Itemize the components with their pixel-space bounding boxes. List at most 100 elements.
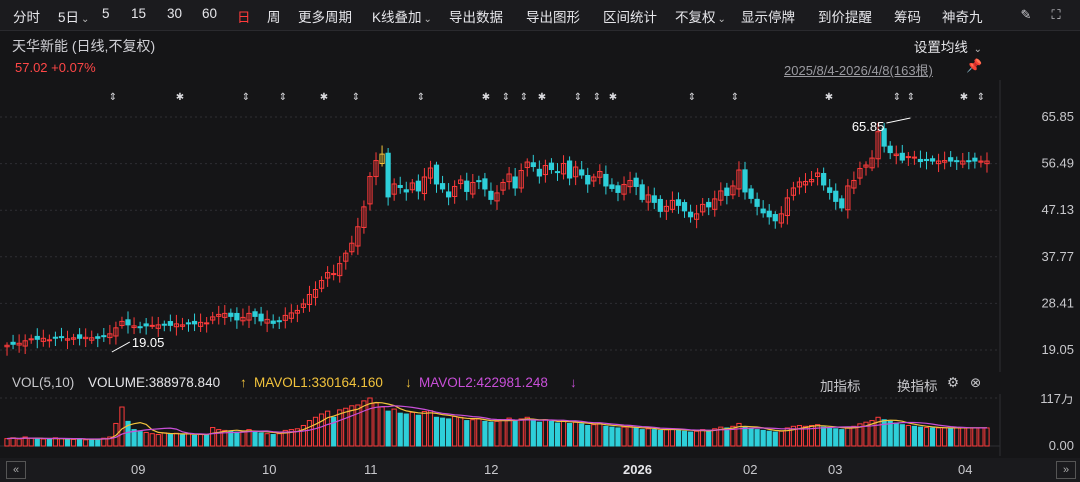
ma-setting-button[interactable]: 设置均线 ⌄ bbox=[914, 36, 982, 56]
volume-bar bbox=[179, 434, 186, 447]
candle-body bbox=[4, 344, 10, 348]
candle-body bbox=[173, 323, 180, 328]
period-day[interactable]: 日 bbox=[237, 10, 251, 25]
range-stats-button[interactable]: 区间统计 bbox=[603, 10, 657, 25]
event-marker-icon: ✱ bbox=[960, 92, 968, 103]
volume-bar bbox=[960, 427, 966, 447]
volume-bar bbox=[95, 438, 101, 447]
period-30min[interactable]: 30 bbox=[167, 6, 183, 21]
high-pointer bbox=[886, 117, 911, 124]
adjust-mode-label: 不复权 bbox=[675, 10, 716, 25]
volume-bar bbox=[300, 424, 307, 447]
scroll-right-icon[interactable]: » bbox=[1056, 461, 1076, 479]
candle-body bbox=[530, 162, 536, 168]
volume-bar bbox=[954, 427, 960, 447]
candle-body bbox=[518, 170, 524, 189]
volume-chart: 117万 0.00 bbox=[0, 394, 1074, 456]
candle-body bbox=[306, 293, 313, 305]
candle-body bbox=[191, 320, 198, 325]
candle-body bbox=[881, 128, 887, 147]
period-week[interactable]: 周 bbox=[267, 10, 281, 25]
period-intraday[interactable]: 分时 bbox=[13, 10, 40, 25]
candle-body bbox=[893, 153, 899, 157]
low-label: 19.05 bbox=[132, 335, 165, 350]
change-percent: +0.07% bbox=[51, 60, 96, 75]
candle-body bbox=[312, 289, 319, 298]
pin-icon[interactable]: 📌 bbox=[966, 58, 983, 73]
volume-bar bbox=[923, 427, 930, 447]
candle-body bbox=[143, 323, 149, 327]
volume-bar bbox=[597, 422, 603, 447]
volume-bar bbox=[736, 422, 742, 447]
period-5min[interactable]: 5 bbox=[102, 6, 110, 21]
volume-bar bbox=[464, 420, 470, 447]
volume-bar bbox=[439, 417, 446, 447]
candle-body bbox=[923, 158, 930, 162]
event-marker-icon: ⇕ bbox=[109, 92, 117, 103]
period-15min[interactable]: 15 bbox=[131, 6, 147, 21]
volume-bar bbox=[899, 424, 905, 447]
volume-bar bbox=[258, 432, 264, 447]
mavol1-down-icon: ↓ bbox=[405, 375, 412, 390]
volume-bar bbox=[89, 438, 95, 447]
export-graph-button[interactable]: 导出图形 bbox=[526, 10, 580, 25]
k-overlay-menu[interactable]: K线叠加 ⌄ bbox=[372, 6, 432, 26]
volume-bar bbox=[548, 420, 555, 447]
candle-body bbox=[603, 173, 609, 187]
y-tick-label: 37.77 bbox=[1041, 249, 1074, 264]
candle-body bbox=[367, 175, 373, 205]
candle-body bbox=[796, 181, 803, 188]
volume-bar bbox=[433, 416, 440, 447]
candle-body bbox=[675, 199, 682, 206]
volume-bar bbox=[917, 426, 924, 447]
candle-body bbox=[645, 194, 651, 203]
period-60min[interactable]: 60 bbox=[202, 6, 218, 21]
close-icon[interactable]: ⊗ bbox=[970, 375, 982, 390]
candle-body bbox=[669, 199, 676, 210]
candle-body bbox=[573, 166, 579, 178]
volume-bar bbox=[361, 400, 367, 447]
price-alert-button[interactable]: 到价提醒 bbox=[818, 10, 872, 25]
candle-body bbox=[46, 339, 52, 342]
candle-body bbox=[560, 163, 567, 175]
export-data-button[interactable]: 导出数据 bbox=[449, 10, 503, 25]
volume-bar bbox=[64, 438, 71, 447]
switch-indicator-button[interactable]: 换指标 bbox=[897, 379, 938, 394]
settings-icon[interactable]: ⚙ bbox=[947, 375, 960, 390]
volume-bar bbox=[845, 426, 851, 447]
candle-body bbox=[222, 312, 228, 318]
candle-body bbox=[742, 169, 748, 193]
candle-body bbox=[28, 338, 34, 341]
candle-body bbox=[760, 208, 766, 214]
expand-icon[interactable]: ⛶ bbox=[1051, 7, 1061, 22]
volume-bar bbox=[46, 438, 52, 447]
candle-body bbox=[579, 169, 585, 176]
volume-bar bbox=[766, 430, 772, 447]
magic-nine-button[interactable]: 神奇九 bbox=[942, 10, 983, 25]
volume-bar bbox=[694, 430, 700, 447]
chips-button[interactable]: 筹码 bbox=[894, 10, 921, 25]
candle-body bbox=[929, 158, 936, 162]
candle-body bbox=[89, 337, 95, 341]
month-label: 03 bbox=[828, 462, 843, 477]
volume-bar bbox=[536, 421, 542, 447]
candle-body bbox=[899, 152, 905, 161]
date-range[interactable]: 2025/8/4-2026/4/8(163根) bbox=[784, 63, 933, 78]
volume-bar bbox=[827, 427, 833, 447]
volume-bar bbox=[337, 409, 343, 447]
volume-bar bbox=[748, 428, 754, 447]
period-5day[interactable]: 5日 ⌄ bbox=[58, 6, 89, 26]
candle-body bbox=[101, 335, 107, 338]
more-periods-menu[interactable]: 更多周期 bbox=[298, 6, 352, 26]
pencil-icon[interactable]: ✎ bbox=[1020, 7, 1032, 22]
adjust-mode-menu[interactable]: 不复权 ⌄ bbox=[675, 6, 726, 26]
candlestick-chart[interactable]: ⇕ ✱ ⇕ ⇕ ✱ ⇕ ⇕ ✱ ⇕ ⇕ ✱ ⇕ ⇕ ✱ ⇕ ⇕ ✱ ⇕ ⇕ ✱ ⇕ 65.85 56.49 47.13 37.… bbox=[0, 80, 1080, 372]
scroll-left-icon[interactable]: « bbox=[6, 461, 26, 479]
candle-body bbox=[948, 157, 954, 162]
volume-bar bbox=[657, 429, 663, 447]
add-indicator-button[interactable]: 加指标 bbox=[820, 379, 861, 394]
volume-bar bbox=[893, 422, 899, 447]
time-axis: « 09 10 11 12 2026 02 03 04 » bbox=[0, 458, 1080, 482]
show-suspension-button[interactable]: 显示停牌 bbox=[741, 10, 795, 25]
volume-bar bbox=[131, 429, 137, 447]
